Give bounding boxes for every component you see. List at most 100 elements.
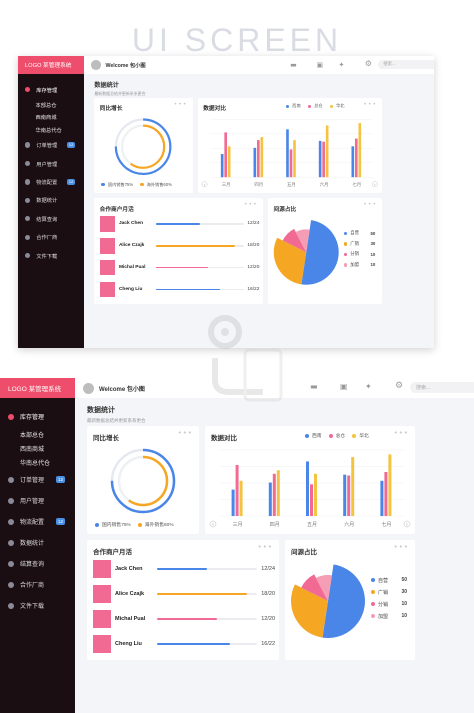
bar-华北[interactable] — [239, 480, 243, 516]
partner-row[interactable]: Michal Pual 12/20 — [93, 610, 275, 628]
more-icon[interactable]: ••• — [257, 543, 273, 551]
bar-华北[interactable] — [293, 140, 297, 178]
sidebar-item-10[interactable]: 文件下载 — [18, 246, 84, 264]
bar-总仓[interactable] — [224, 132, 228, 178]
bar-总仓[interactable] — [355, 138, 359, 178]
folder-icon[interactable]: ▬ — [310, 382, 318, 391]
sidebar-item-2[interactable]: 西南商城 — [0, 441, 75, 455]
search-input[interactable]: 搜索... — [377, 59, 434, 70]
chart-prev-button[interactable] — [209, 520, 217, 528]
sidebar-item-3[interactable]: 华南总代仓 — [0, 455, 75, 469]
bar-总仓[interactable] — [272, 473, 276, 516]
more-icon[interactable]: ••• — [363, 200, 378, 208]
sidebar-item-5[interactable]: 用户管理 — [18, 154, 84, 172]
bar-西南[interactable] — [231, 489, 235, 516]
shapes-icon[interactable]: ✦ — [365, 382, 372, 391]
bar-总仓[interactable] — [257, 140, 261, 178]
sidebar-item-7[interactable]: 数据统计 — [18, 191, 84, 209]
bar-西南[interactable] — [319, 140, 322, 178]
chart-next-button[interactable] — [372, 181, 379, 188]
partner-row[interactable]: Alice Czajk 18/20 — [99, 237, 259, 254]
shapes-icon[interactable]: ✦ — [338, 59, 345, 69]
bar-华北[interactable] — [388, 454, 392, 516]
bar-西南[interactable] — [221, 153, 224, 178]
sidebar-item-2[interactable]: 西南商城 — [18, 111, 84, 123]
app-logo[interactable]: LOGO 某管理系统 — [0, 378, 75, 398]
app-logo[interactable]: LOGO 某管理系统 — [18, 56, 84, 74]
sidebar-item-9[interactable]: 合作厂商 — [18, 228, 84, 246]
sidebar-item-9[interactable]: 合作厂商 — [0, 574, 75, 595]
sidebar-item-6[interactable]: 物流配置 12 — [0, 511, 75, 532]
partner-row[interactable]: Michal Pual 12/20 — [99, 259, 259, 276]
pie-slice-自营[interactable] — [301, 219, 339, 285]
bar-西南[interactable] — [380, 480, 384, 516]
avatar[interactable] — [90, 59, 101, 70]
sidebar-item-1[interactable]: 本部总仓 — [18, 99, 84, 111]
bar-华北[interactable] — [358, 123, 362, 178]
bar-华北[interactable] — [351, 457, 355, 516]
bar-西南[interactable] — [306, 461, 309, 516]
sidebar-item-0[interactable]: 库存管理 — [0, 406, 75, 427]
sidebar-item-1[interactable]: 本部总仓 — [0, 427, 75, 441]
bar-总仓[interactable] — [347, 475, 351, 516]
bar-总仓[interactable] — [235, 464, 239, 516]
chart-prev-button[interactable] — [202, 181, 208, 188]
bar-总仓[interactable] — [384, 472, 388, 516]
more-icon[interactable]: ••• — [177, 429, 193, 437]
pie-slice-加盟[interactable] — [295, 228, 310, 252]
bar-西南[interactable] — [351, 146, 355, 178]
sidebar-item-7[interactable]: 数据统计 — [0, 532, 75, 553]
folder-icon[interactable]: ▬ — [290, 59, 297, 69]
source-card: 间源占比 ••• 自营 50 广销 30 分销 10 加盟 10 — [285, 540, 415, 660]
bar-西南[interactable] — [343, 474, 347, 516]
sidebar-item-4[interactable]: 订单管理 12 — [0, 469, 75, 490]
sidebar-item-8[interactable]: 结算查询 — [18, 210, 84, 228]
partner-row[interactable]: Alice Czajk 18/20 — [93, 585, 275, 603]
bar-西南[interactable] — [286, 129, 290, 178]
gear-icon[interactable]: ⚙ — [395, 381, 404, 391]
gear-icon[interactable]: ⚙ — [364, 58, 372, 68]
trash-icon[interactable]: ▣ — [340, 382, 348, 391]
bar-华北[interactable] — [261, 136, 264, 178]
partner-row[interactable]: Cheng Liu 16/22 — [99, 281, 259, 298]
more-icon[interactable]: ••• — [173, 100, 188, 108]
overseas-arc — [121, 124, 166, 169]
pie-slice-自营[interactable] — [322, 564, 365, 638]
bar-总仓[interactable] — [310, 484, 313, 516]
search-input[interactable]: 搜索... — [410, 382, 474, 393]
chart-next-button[interactable] — [403, 520, 411, 528]
partner-row[interactable]: Jack Chen 12/24 — [99, 215, 259, 232]
growth-donut — [110, 448, 176, 514]
pie-slice-广销[interactable] — [291, 584, 328, 638]
partner-row[interactable]: Jack Chen 12/24 — [93, 560, 275, 578]
partner-name: Michal Pual — [115, 616, 146, 622]
pie-slice-加盟[interactable] — [316, 575, 332, 601]
more-icon[interactable]: ••• — [393, 429, 409, 437]
partner-row[interactable]: Cheng Liu 16/22 — [93, 635, 275, 653]
sidebar-item-label: 结算查询 — [20, 562, 45, 568]
pie-slice-分销[interactable] — [282, 228, 306, 252]
pie-slice-分销[interactable] — [301, 574, 328, 601]
bar-总仓[interactable] — [290, 149, 293, 178]
sidebar-item-4[interactable]: 订单管理 12 — [18, 136, 84, 154]
sidebar-item-8[interactable]: 结算查询 — [0, 553, 75, 574]
app-logo-text: LOGO 某管理系统 — [25, 63, 72, 70]
pie-slice-广销[interactable] — [273, 237, 306, 284]
bar-华北[interactable] — [326, 125, 329, 178]
bar-总仓[interactable] — [322, 141, 326, 178]
sidebar-item-10[interactable]: 文件下载 — [0, 595, 75, 616]
bar-西南[interactable] — [268, 482, 272, 516]
avatar[interactable] — [83, 382, 94, 394]
sidebar-item-0[interactable]: 库存管理 — [18, 81, 84, 99]
more-icon[interactable]: ••• — [393, 543, 409, 551]
bar-华北[interactable] — [228, 146, 231, 178]
sidebar-item-3[interactable]: 华南总代仓 — [18, 124, 84, 136]
bar-西南[interactable] — [253, 147, 257, 178]
sidebar-item-6[interactable]: 物流配置 12 — [18, 173, 84, 191]
sidebar-item-5[interactable]: 用户管理 — [0, 490, 75, 511]
more-icon[interactable]: ••• — [243, 200, 258, 208]
bar-华北[interactable] — [276, 470, 280, 516]
trash-icon[interactable]: ▣ — [316, 59, 324, 69]
bar-华北[interactable] — [314, 473, 317, 516]
more-icon[interactable]: ••• — [363, 100, 378, 108]
